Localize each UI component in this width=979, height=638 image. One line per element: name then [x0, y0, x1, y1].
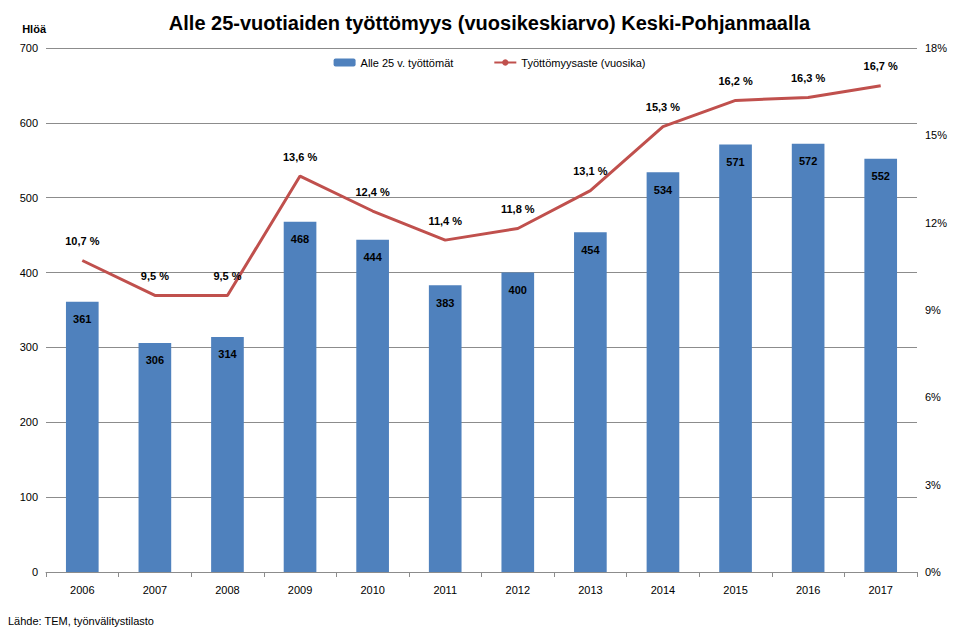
svg-text:100: 100 — [20, 491, 38, 503]
svg-text:572: 572 — [799, 155, 817, 167]
svg-text:9%: 9% — [925, 304, 941, 316]
svg-text:2016: 2016 — [796, 584, 820, 596]
svg-text:454: 454 — [581, 244, 600, 256]
svg-text:2007: 2007 — [143, 584, 167, 596]
svg-text:9,5 %: 9,5 % — [213, 270, 241, 282]
svg-text:12,4 %: 12,4 % — [356, 186, 390, 198]
svg-text:2015: 2015 — [723, 584, 747, 596]
svg-text:383: 383 — [436, 297, 454, 309]
svg-text:Alle 25-vuotiaiden työttömyys: Alle 25-vuotiaiden työttömyys (vuosikesk… — [169, 12, 811, 34]
svg-text:9,5 %: 9,5 % — [141, 270, 169, 282]
svg-text:2012: 2012 — [506, 584, 530, 596]
svg-text:16,3 %: 16,3 % — [791, 72, 825, 84]
svg-text:2010: 2010 — [360, 584, 384, 596]
svg-text:444: 444 — [363, 251, 382, 263]
svg-text:16,7 %: 16,7 % — [864, 60, 898, 72]
svg-text:534: 534 — [654, 184, 673, 196]
svg-text:400: 400 — [509, 284, 527, 296]
svg-text:18%: 18% — [925, 42, 947, 54]
svg-text:Lähde: TEM, työnvälitystilasto: Lähde: TEM, työnvälitystilasto — [8, 615, 154, 627]
svg-text:300: 300 — [20, 341, 38, 353]
svg-text:15,3 %: 15,3 % — [646, 101, 680, 113]
svg-text:314: 314 — [218, 348, 237, 360]
svg-text:552: 552 — [872, 170, 890, 182]
svg-text:15%: 15% — [925, 129, 947, 141]
svg-text:2006: 2006 — [70, 584, 94, 596]
svg-text:500: 500 — [20, 192, 38, 204]
svg-text:16,2 %: 16,2 % — [718, 75, 752, 87]
svg-text:Alle 25 v. työttömät: Alle 25 v. työttömät — [361, 57, 454, 69]
svg-text:0%: 0% — [925, 566, 941, 578]
svg-text:3%: 3% — [925, 479, 941, 491]
svg-text:2013: 2013 — [578, 584, 602, 596]
svg-text:361: 361 — [73, 313, 91, 325]
svg-text:700: 700 — [20, 42, 38, 54]
svg-text:200: 200 — [20, 416, 38, 428]
svg-text:2017: 2017 — [868, 584, 892, 596]
svg-text:2011: 2011 — [433, 584, 457, 596]
svg-text:600: 600 — [20, 117, 38, 129]
svg-text:13,1 %: 13,1 % — [573, 165, 607, 177]
svg-text:Hlöä: Hlöä — [22, 23, 47, 35]
svg-text:11,8 %: 11,8 % — [501, 203, 535, 215]
svg-text:468: 468 — [291, 233, 309, 245]
svg-text:13,6 %: 13,6 % — [283, 151, 317, 163]
svg-text:2009: 2009 — [288, 584, 312, 596]
svg-text:10,7 %: 10,7 % — [65, 235, 99, 247]
svg-text:Työttömyysaste (vuosika): Työttömyysaste (vuosika) — [521, 57, 645, 69]
svg-text:400: 400 — [20, 267, 38, 279]
svg-text:2014: 2014 — [651, 584, 675, 596]
svg-text:2008: 2008 — [215, 584, 239, 596]
svg-text:571: 571 — [726, 156, 744, 168]
svg-text:11,4 %: 11,4 % — [428, 215, 462, 227]
svg-text:306: 306 — [146, 354, 164, 366]
svg-text:0: 0 — [32, 566, 38, 578]
svg-text:6%: 6% — [925, 391, 941, 403]
svg-text:12%: 12% — [925, 217, 947, 229]
